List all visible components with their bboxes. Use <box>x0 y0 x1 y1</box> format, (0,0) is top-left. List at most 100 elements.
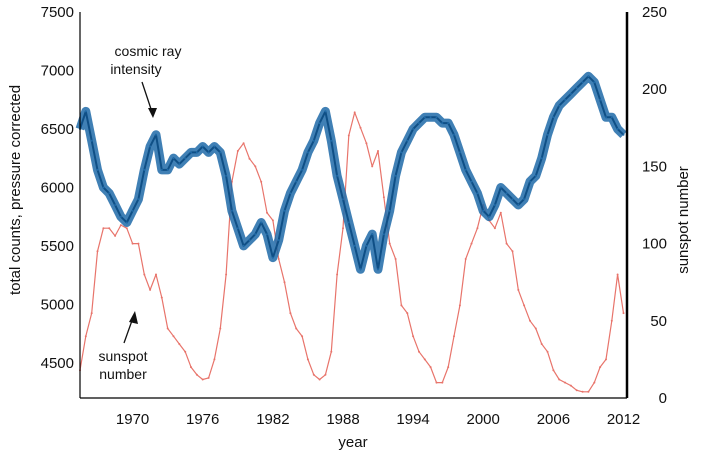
cosmic-ray-point <box>470 180 473 183</box>
sunspot-point <box>371 165 374 168</box>
sunspot-point <box>558 378 561 381</box>
cosmic-ray-point <box>482 209 485 212</box>
cosmic-ray-point <box>371 233 374 236</box>
sunspot-point <box>336 273 339 276</box>
x-tick-label: 1976 <box>186 411 219 428</box>
sunspot-point <box>271 219 274 222</box>
cosmic-ray-point <box>219 151 222 154</box>
cosmic-ray-point <box>529 180 531 183</box>
sunspot-point <box>435 381 438 384</box>
cosmic-ray-point <box>143 168 146 171</box>
cosmic-ray-point <box>418 122 420 125</box>
cosmic-ray-point <box>359 268 362 271</box>
annotation-sunspot-arrowhead <box>129 311 138 324</box>
x-tick-label: 2012 <box>607 411 640 428</box>
cosmic-ray-point <box>312 139 315 142</box>
cosmic-ray-point <box>289 192 292 195</box>
cosmic-ray-point <box>283 209 286 212</box>
cosmic-ray-point <box>108 192 111 195</box>
cosmic-ray-point <box>131 209 134 212</box>
sunspot-point <box>511 250 514 253</box>
cosmic-ray-point <box>137 198 140 201</box>
cosmic-ray-point <box>377 268 379 271</box>
cosmic-ray-point <box>195 151 198 154</box>
cosmic-ray-point <box>353 244 356 247</box>
cosmic-ray-point <box>301 168 304 171</box>
cosmic-ray-point <box>248 239 251 242</box>
y-axis-left-label: total counts, pressure corrected <box>7 85 24 295</box>
sunspot-point <box>219 327 222 330</box>
series-cosmic-ray-intensity <box>75 71 627 274</box>
cosmic-ray-point <box>429 116 432 119</box>
annotation-cosmic-ray-line-2: intensity <box>110 61 161 77</box>
cosmic-ray-point <box>295 180 298 183</box>
cosmic-ray-point <box>90 139 93 142</box>
sunspot-point <box>312 373 315 376</box>
cosmic-ray-point <box>201 145 204 148</box>
sunspot-point <box>254 165 257 168</box>
cosmic-ray-point <box>441 122 444 125</box>
y-left-tick-label: 5500 <box>41 238 74 255</box>
cosmic-ray-point <box>184 157 187 160</box>
sunspot-point <box>260 180 263 183</box>
y-right-tick-label: 100 <box>642 236 667 253</box>
sunspot-point <box>342 227 344 230</box>
sunspot-point <box>470 242 473 245</box>
sunspot-point <box>225 273 228 276</box>
cosmic-ray-point <box>271 256 274 259</box>
cosmic-ray-point <box>622 133 625 136</box>
sunspot-point <box>137 242 140 245</box>
x-tick-label: 1982 <box>256 411 289 428</box>
sunspot-point <box>330 350 333 353</box>
cosmic-ray-point <box>587 75 590 78</box>
sunspot-point <box>283 281 286 284</box>
annotation-cosmic-ray-arrowhead <box>148 108 157 118</box>
sunspot-point <box>552 369 555 372</box>
sunspot-point <box>289 312 292 315</box>
cosmic-ray-point <box>540 157 543 160</box>
sunspot-point <box>569 384 572 387</box>
sunspot-point <box>96 250 99 253</box>
cosmic-ray-point <box>277 239 280 242</box>
cosmic-ray-point <box>330 139 333 142</box>
sunspot-point <box>143 273 146 276</box>
cosmic-ray-point <box>365 244 368 247</box>
cosmic-ray-point <box>382 233 385 236</box>
sunspot-point <box>564 381 567 384</box>
sunspot-point <box>178 343 181 345</box>
cosmic-ray-point <box>125 221 128 224</box>
sunspot-point <box>423 358 426 361</box>
sunspot-point <box>242 142 245 145</box>
sunspot-point <box>365 142 368 145</box>
y-left-tick-label: 7500 <box>41 4 74 21</box>
sunspot-point <box>125 227 128 230</box>
sunspot-point <box>377 150 379 152</box>
sunspot-point <box>476 227 479 230</box>
sunspot-point <box>575 389 578 392</box>
sunspot-point <box>610 319 613 322</box>
sunspot-point <box>102 227 105 230</box>
cosmic-ray-point <box>318 122 321 125</box>
sunspot-line <box>79 111 625 393</box>
cosmic-ray-point <box>517 204 520 206</box>
sunspot-point <box>108 227 111 230</box>
cosmic-ray-point <box>114 204 117 206</box>
cosmic-ray-point <box>207 151 210 154</box>
series-layer <box>75 71 627 393</box>
cosmic-ray-point <box>225 174 228 177</box>
sunspot-point <box>534 327 537 330</box>
cosmic-ray-point <box>423 116 426 119</box>
sunspot-point <box>412 335 415 338</box>
sunspot-point <box>236 150 239 152</box>
sunspot-point <box>172 335 175 338</box>
sunspot-point <box>90 312 93 315</box>
cosmic-ray-point <box>254 233 257 236</box>
sunspot-point <box>149 288 152 291</box>
cosmic-ray-point <box>213 145 216 148</box>
annotation-sunspot-line-1: sunspot <box>98 348 147 364</box>
cosmic-ray-point <box>569 92 572 95</box>
y-right-tick-label: 0 <box>659 390 667 407</box>
sunspot-point <box>517 288 520 291</box>
annotation-sunspot-line-2: number <box>99 366 147 382</box>
